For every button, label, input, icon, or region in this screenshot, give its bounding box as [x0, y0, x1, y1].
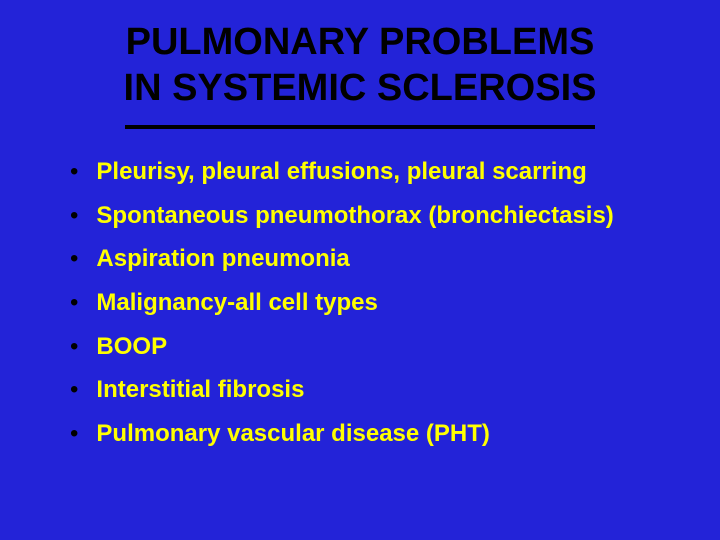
bullet-text: BOOP — [96, 330, 167, 364]
bullet-list: • Pleurisy, pleural effusions, pleural s… — [50, 155, 670, 450]
list-item: • Pleurisy, pleural effusions, pleural s… — [70, 155, 670, 189]
bullet-text: Pleurisy, pleural effusions, pleural sca… — [96, 155, 586, 189]
list-item: • Malignancy-all cell types — [70, 286, 670, 320]
bullet-text: Malignancy-all cell types — [96, 286, 377, 320]
list-item: • Pulmonary vascular disease (PHT) — [70, 417, 670, 451]
slide-title: PULMONARY PROBLEMS IN SYSTEMIC SCLEROSIS — [50, 20, 670, 111]
list-item: • BOOP — [70, 330, 670, 364]
title-line-1: PULMONARY PROBLEMS — [70, 20, 650, 66]
bullet-icon: • — [70, 286, 78, 320]
bullet-icon: • — [70, 330, 78, 364]
bullet-text: Aspiration pneumonia — [96, 242, 349, 276]
slide-container: PULMONARY PROBLEMS IN SYSTEMIC SCLEROSIS… — [0, 0, 720, 540]
bullet-icon: • — [70, 199, 78, 233]
list-item: • Spontaneous pneumothorax (bronchiectas… — [70, 199, 670, 233]
bullet-text: Spontaneous pneumothorax (bronchiectasis… — [96, 199, 613, 233]
bullet-text: Pulmonary vascular disease (PHT) — [96, 417, 490, 451]
bullet-icon: • — [70, 242, 78, 276]
bullet-icon: • — [70, 373, 78, 407]
bullet-text: Interstitial fibrosis — [96, 373, 304, 407]
list-item: • Aspiration pneumonia — [70, 242, 670, 276]
title-divider — [125, 125, 595, 129]
title-line-2: IN SYSTEMIC SCLEROSIS — [70, 66, 650, 112]
list-item: • Interstitial fibrosis — [70, 373, 670, 407]
bullet-icon: • — [70, 155, 78, 189]
bullet-icon: • — [70, 417, 78, 451]
